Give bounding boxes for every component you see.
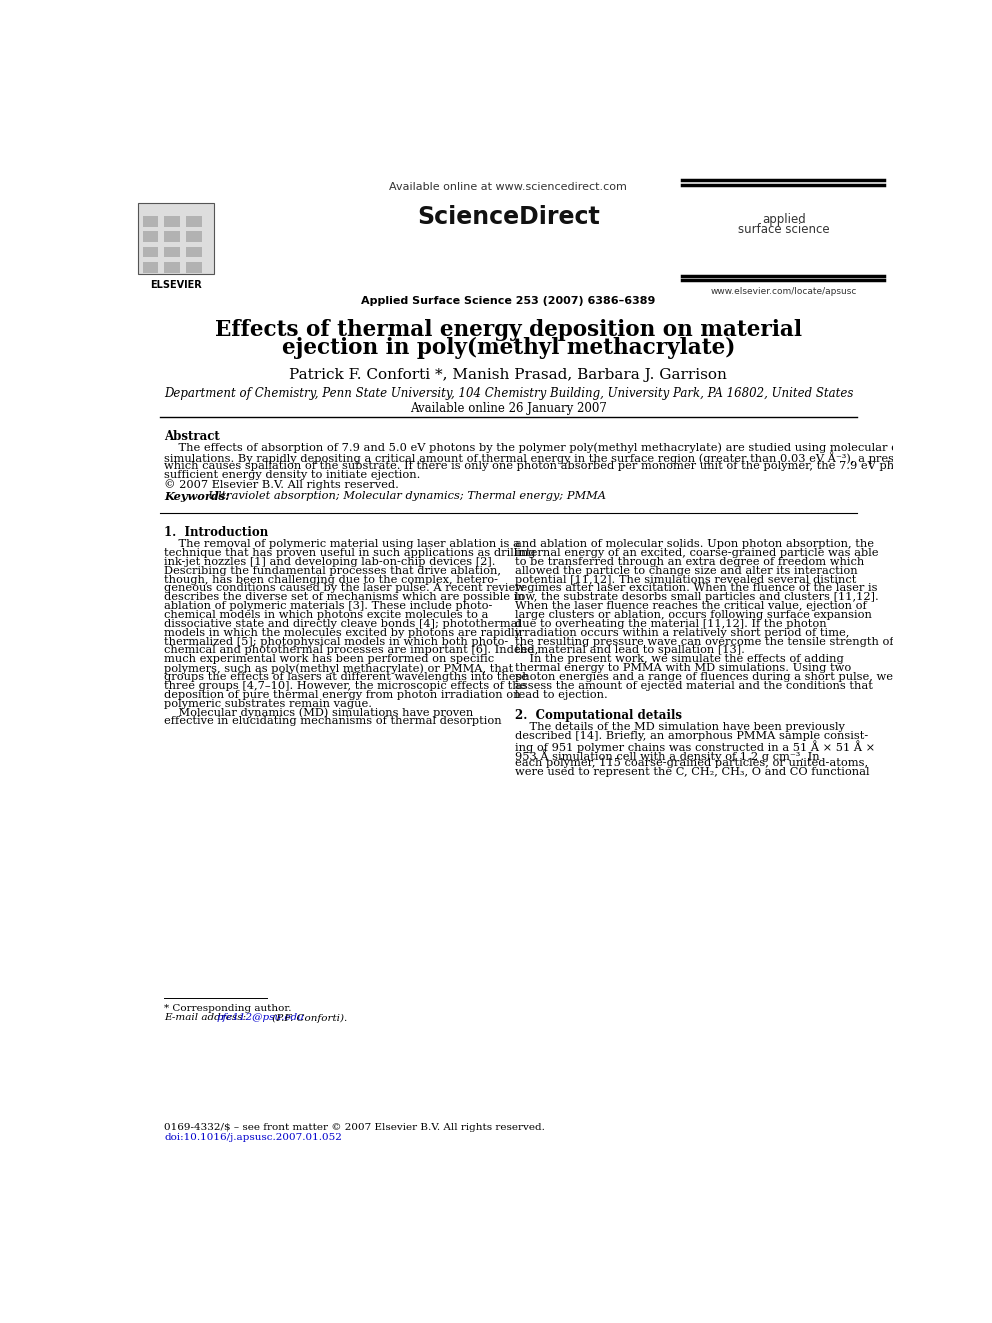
Text: due to overheating the material [11,12]. If the photon: due to overheating the material [11,12].…	[515, 619, 826, 628]
Text: In the present work, we simulate the effects of adding: In the present work, we simulate the eff…	[515, 655, 843, 664]
Text: which causes spallation of the substrate. If there is only one photon absorbed p: which causes spallation of the substrate…	[165, 460, 992, 471]
Bar	[143, 216, 158, 226]
Text: 0169-4332/$ – see front matter © 2007 Elsevier B.V. All rights reserved.: 0169-4332/$ – see front matter © 2007 El…	[165, 1123, 546, 1131]
Bar	[143, 246, 158, 257]
Text: describes the diverse set of mechanisms which are possible in: describes the diverse set of mechanisms …	[165, 593, 525, 602]
Text: polymeric substrates remain vague.: polymeric substrates remain vague.	[165, 699, 372, 709]
Text: the material and lead to spallation [13].: the material and lead to spallation [13]…	[515, 646, 744, 655]
Text: technique that has proven useful in such applications as drilling: technique that has proven useful in such…	[165, 548, 536, 558]
Text: E-mail address:: E-mail address:	[165, 1013, 246, 1023]
Text: Describing the fundamental processes that drive ablation,: Describing the fundamental processes tha…	[165, 566, 501, 576]
Text: Applied Surface Science 253 (2007) 6386–6389: Applied Surface Science 253 (2007) 6386–…	[361, 296, 656, 306]
Text: thermal energy to PMMA with MD simulations. Using two: thermal energy to PMMA with MD simulatio…	[515, 663, 851, 673]
Bar	[186, 216, 201, 226]
Text: Abstract: Abstract	[165, 430, 220, 443]
Text: low, the substrate desorbs small particles and clusters [11,12].: low, the substrate desorbs small particl…	[515, 593, 878, 602]
Text: Available online at www.sciencedirect.com: Available online at www.sciencedirect.co…	[390, 181, 627, 192]
Text: Effects of thermal energy deposition on material: Effects of thermal energy deposition on …	[215, 319, 802, 341]
Text: the resulting pressure wave can overcome the tensile strength of: the resulting pressure wave can overcome…	[515, 636, 893, 647]
Text: ejection in poly(methyl methacrylate): ejection in poly(methyl methacrylate)	[282, 337, 735, 360]
Text: geneous conditions caused by the laser pulse. A recent review: geneous conditions caused by the laser p…	[165, 583, 526, 594]
Text: each polymer, 115 coarse-grained particles, or united-atoms,: each polymer, 115 coarse-grained particl…	[515, 758, 868, 767]
Text: thermalized [5]; photophysical models in which both photo-: thermalized [5]; photophysical models in…	[165, 636, 509, 647]
Text: Patrick F. Conforti *, Manish Prasad, Barbara J. Garrison: Patrick F. Conforti *, Manish Prasad, Ba…	[290, 368, 727, 382]
Text: regimes after laser excitation. When the fluence of the laser is: regimes after laser excitation. When the…	[515, 583, 877, 594]
Text: three groups [4,7–10]. However, the microscopic effects of the: three groups [4,7–10]. However, the micr…	[165, 681, 527, 691]
Text: and ablation of molecular solids. Upon photon absorption, the: and ablation of molecular solids. Upon p…	[515, 540, 874, 549]
Bar	[165, 232, 180, 242]
Text: large clusters or ablation, occurs following surface expansion: large clusters or ablation, occurs follo…	[515, 610, 872, 620]
Text: www.elsevier.com/locate/apsusc: www.elsevier.com/locate/apsusc	[711, 287, 857, 296]
Text: polymers, such as poly(methyl methacrylate) or PMMA, that: polymers, such as poly(methyl methacryla…	[165, 663, 514, 673]
Text: internal energy of an excited, coarse-grained particle was able: internal energy of an excited, coarse-gr…	[515, 548, 878, 558]
Text: simulations. By rapidly depositing a critical amount of thermal energy in the su: simulations. By rapidly depositing a cri…	[165, 451, 992, 464]
Text: potential [11,12]. The simulations revealed several distinct: potential [11,12]. The simulations revea…	[515, 574, 856, 585]
Text: effective in elucidating mechanisms of thermal desorption: effective in elucidating mechanisms of t…	[165, 716, 502, 726]
Text: irradiation occurs within a relatively short period of time,: irradiation occurs within a relatively s…	[515, 627, 849, 638]
Text: doi:10.1016/j.apsusc.2007.01.052: doi:10.1016/j.apsusc.2007.01.052	[165, 1132, 342, 1142]
Text: applied: applied	[763, 213, 806, 226]
Bar	[165, 216, 180, 226]
Text: ablation of polymeric materials [3]. These include photo-: ablation of polymeric materials [3]. The…	[165, 601, 493, 611]
Text: described [14]. Briefly, an amorphous PMMA sample consist-: described [14]. Briefly, an amorphous PM…	[515, 732, 868, 741]
Text: models in which the molecules excited by photons are rapidly: models in which the molecules excited by…	[165, 627, 522, 638]
Text: Ultraviolet absorption; Molecular dynamics; Thermal energy; PMMA: Ultraviolet absorption; Molecular dynami…	[200, 491, 606, 501]
Text: surface science: surface science	[738, 224, 830, 237]
Text: to be transferred through an extra degree of freedom which: to be transferred through an extra degre…	[515, 557, 864, 566]
Bar	[186, 232, 201, 242]
Text: deposition of pure thermal energy from photon irradiation on: deposition of pure thermal energy from p…	[165, 689, 521, 700]
Text: ELSEVIER: ELSEVIER	[150, 280, 201, 291]
Bar	[143, 262, 158, 273]
Text: 2.  Computational details: 2. Computational details	[515, 709, 682, 722]
Bar	[165, 262, 180, 273]
Bar	[138, 204, 214, 274]
Text: © 2007 Elsevier B.V. All rights reserved.: © 2007 Elsevier B.V. All rights reserved…	[165, 479, 399, 490]
Text: * Corresponding author.: * Corresponding author.	[165, 1004, 292, 1013]
Text: Keywords:: Keywords:	[165, 491, 230, 503]
Text: pfc112@psu.edu: pfc112@psu.edu	[216, 1013, 304, 1023]
Bar	[165, 246, 180, 257]
Text: dissociative state and directly cleave bonds [4]; photothermal: dissociative state and directly cleave b…	[165, 619, 522, 628]
Text: lead to ejection.: lead to ejection.	[515, 689, 607, 700]
Text: were used to represent the C, CH₂, CH₃, O and CO functional: were used to represent the C, CH₂, CH₃, …	[515, 766, 869, 777]
Text: Molecular dynamics (MD) simulations have proven: Molecular dynamics (MD) simulations have…	[165, 708, 473, 718]
Text: 1.  Introduction: 1. Introduction	[165, 527, 269, 538]
Bar	[143, 232, 158, 242]
Text: Department of Chemistry, Penn State University, 104 Chemistry Building, Universi: Department of Chemistry, Penn State Univ…	[164, 388, 853, 401]
Text: allowed the particle to change size and alter its interaction: allowed the particle to change size and …	[515, 566, 857, 576]
Text: much experimental work has been performed on specific: much experimental work has been performe…	[165, 655, 494, 664]
Bar	[186, 246, 201, 257]
Text: The details of the MD simulation have been previously: The details of the MD simulation have be…	[515, 722, 844, 733]
Text: 953 Å simulation cell with a density of 1.2 g cm⁻³. In: 953 Å simulation cell with a density of …	[515, 749, 819, 762]
Text: ing of 951 polymer chains was constructed in a 51 Å × 51 Å ×: ing of 951 polymer chains was constructe…	[515, 740, 875, 753]
Text: chemical models in which photons excite molecules to a: chemical models in which photons excite …	[165, 610, 489, 620]
Text: The removal of polymeric material using laser ablation is a: The removal of polymeric material using …	[165, 540, 520, 549]
Text: Available online 26 January 2007: Available online 26 January 2007	[410, 402, 607, 415]
Text: The effects of absorption of 7.9 and 5.0 eV photons by the polymer poly(methyl m: The effects of absorption of 7.9 and 5.0…	[165, 442, 946, 452]
Text: ScienceDirect: ScienceDirect	[417, 205, 600, 229]
Text: (P.F. Conforti).: (P.F. Conforti).	[269, 1013, 347, 1023]
Text: groups the effects of lasers at different wavelengths into these: groups the effects of lasers at differen…	[165, 672, 529, 681]
Text: sufficient energy density to initiate ejection.: sufficient energy density to initiate ej…	[165, 470, 421, 480]
Text: ink-jet nozzles [1] and developing lab-on-chip devices [2].: ink-jet nozzles [1] and developing lab-o…	[165, 557, 496, 566]
Text: assess the amount of ejected material and the conditions that: assess the amount of ejected material an…	[515, 681, 873, 691]
Bar	[186, 262, 201, 273]
Text: chemical and photothermal processes are important [6]. Indeed,: chemical and photothermal processes are …	[165, 646, 539, 655]
Text: When the laser fluence reaches the critical value, ejection of: When the laser fluence reaches the criti…	[515, 601, 866, 611]
Text: photon energies and a range of fluences during a short pulse, we: photon energies and a range of fluences …	[515, 672, 893, 681]
Text: though, has been challenging due to the complex, hetero-: though, has been challenging due to the …	[165, 574, 498, 585]
